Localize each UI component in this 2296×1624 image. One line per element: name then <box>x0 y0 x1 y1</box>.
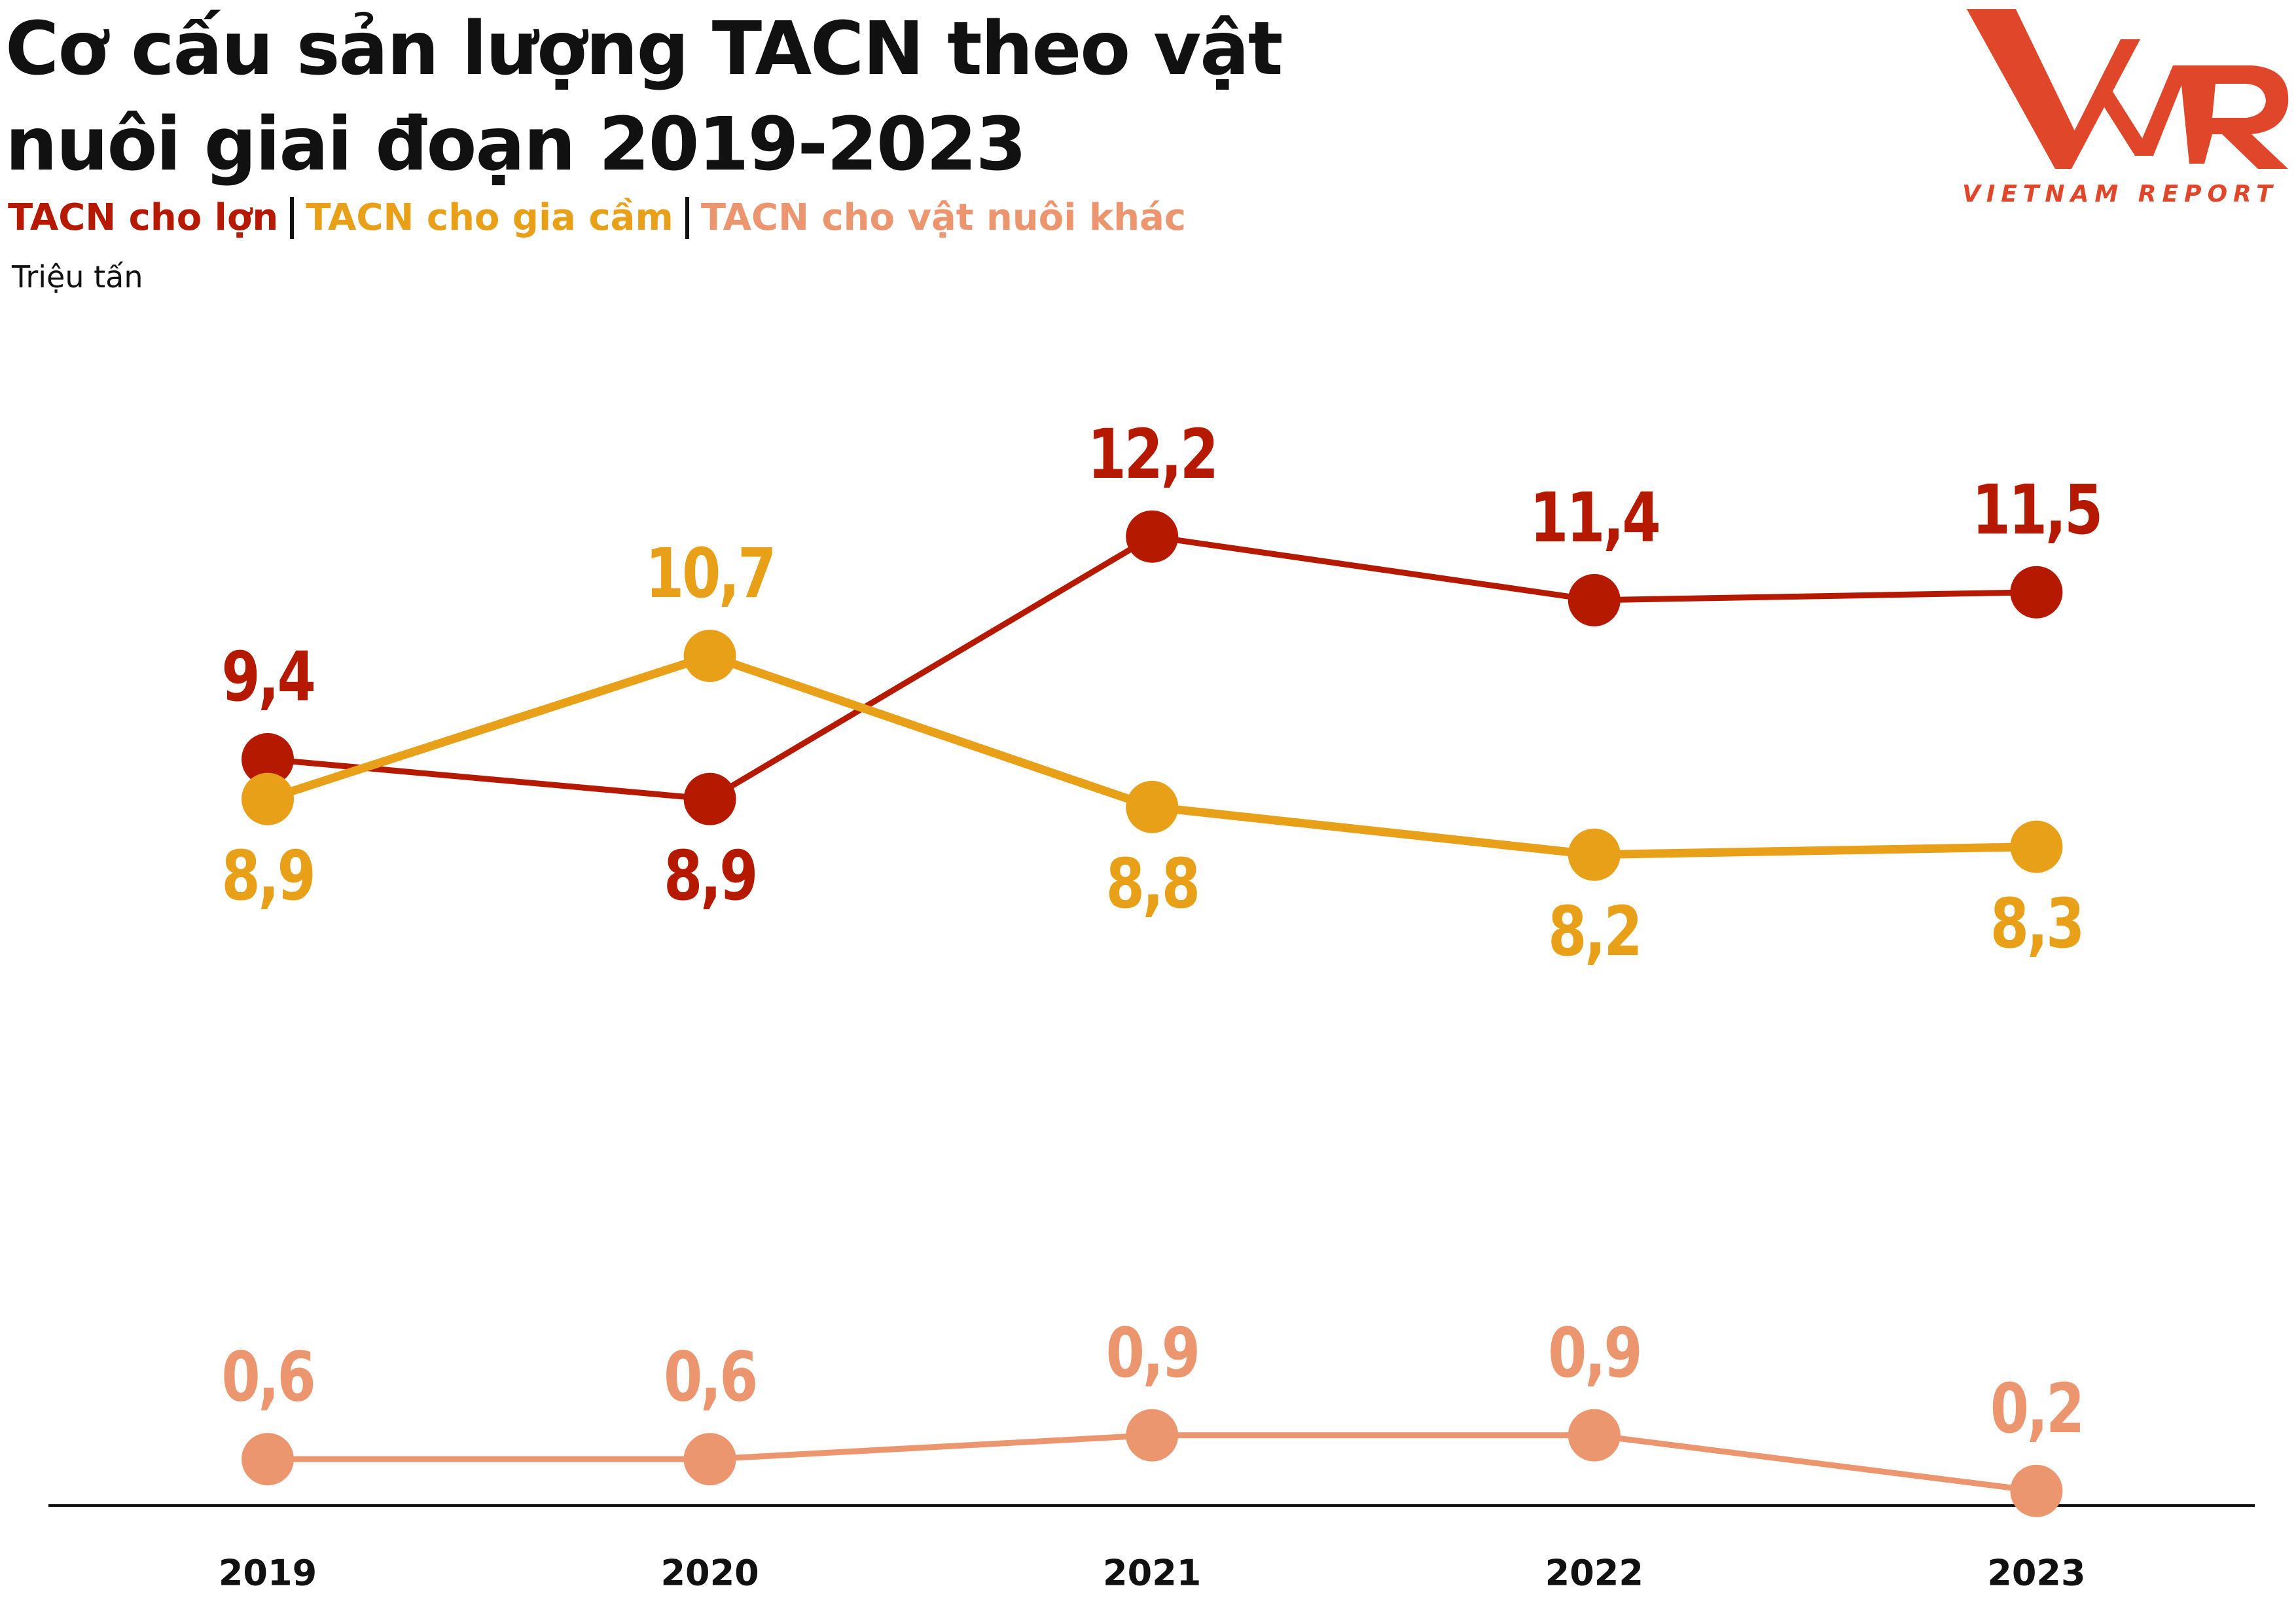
legend: TACN cho lợn TACN cho gia cầm TACN cho v… <box>8 196 1186 239</box>
data-label: 0,2 <box>1990 1370 2083 1449</box>
data-point <box>242 772 294 825</box>
x-tick-label: 2022 <box>1545 1553 1643 1594</box>
chart-title: Cơ cấu sản lượng TACN theo vật nuôi giai… <box>5 7 1283 187</box>
data-point <box>1568 828 1621 881</box>
series-line <box>267 533 2037 803</box>
logo <box>1967 9 2289 169</box>
legend-entry: TACN cho vật nuôi khác <box>700 196 1187 239</box>
data-label: 8,2 <box>1548 893 1640 971</box>
data-label: 0,9 <box>1106 1314 1198 1393</box>
data-point <box>242 1433 294 1486</box>
x-tick-label: 2019 <box>219 1553 317 1594</box>
data-label: 12,2 <box>1088 416 1217 494</box>
data-point <box>242 732 294 785</box>
legend-separator <box>290 196 295 239</box>
legend-entry: TACN cho gia cầm <box>306 196 673 239</box>
data-point <box>1568 573 1621 626</box>
data-point <box>1126 780 1179 833</box>
logo-shape <box>2179 65 2289 169</box>
data-label: 11,4 <box>1530 479 1659 558</box>
data-label: 8,8 <box>1106 845 1198 924</box>
unit-label: Triệu tấn <box>12 259 143 295</box>
data-label: 8,3 <box>1990 885 2083 964</box>
data-point <box>683 629 736 682</box>
data-label: 9,4 <box>221 638 314 717</box>
data-label: 0,9 <box>1548 1314 1640 1393</box>
data-label: 10,7 <box>645 535 774 613</box>
data-label: 0,6 <box>664 1338 756 1416</box>
logo-caption: VIETNAM REPORT <box>1962 181 2278 208</box>
x-tick-label: 2021 <box>1103 1553 1201 1594</box>
data-label: 8,9 <box>664 837 756 916</box>
data-point <box>2010 1464 2063 1517</box>
logo-shape <box>1967 9 2075 169</box>
logo-shape <box>2094 92 2153 156</box>
data-point <box>2010 820 2063 873</box>
legend-separator <box>685 196 689 239</box>
logo-shape <box>2135 65 2189 156</box>
x-tick-label: 2023 <box>1987 1553 2085 1594</box>
data-label: 0,6 <box>221 1338 314 1416</box>
data-point <box>683 1433 736 1486</box>
data-label: 11,5 <box>1972 471 2101 550</box>
legend-entry: TACN cho lợn <box>8 196 279 239</box>
data-point <box>1126 510 1179 563</box>
logo-shape <box>2055 39 2140 169</box>
data-point <box>1126 1409 1179 1462</box>
data-label: 8,9 <box>221 837 314 916</box>
x-tick-label: 2020 <box>660 1553 759 1594</box>
data-point <box>683 772 736 825</box>
data-point <box>1568 1409 1621 1462</box>
data-point <box>2010 566 2063 619</box>
